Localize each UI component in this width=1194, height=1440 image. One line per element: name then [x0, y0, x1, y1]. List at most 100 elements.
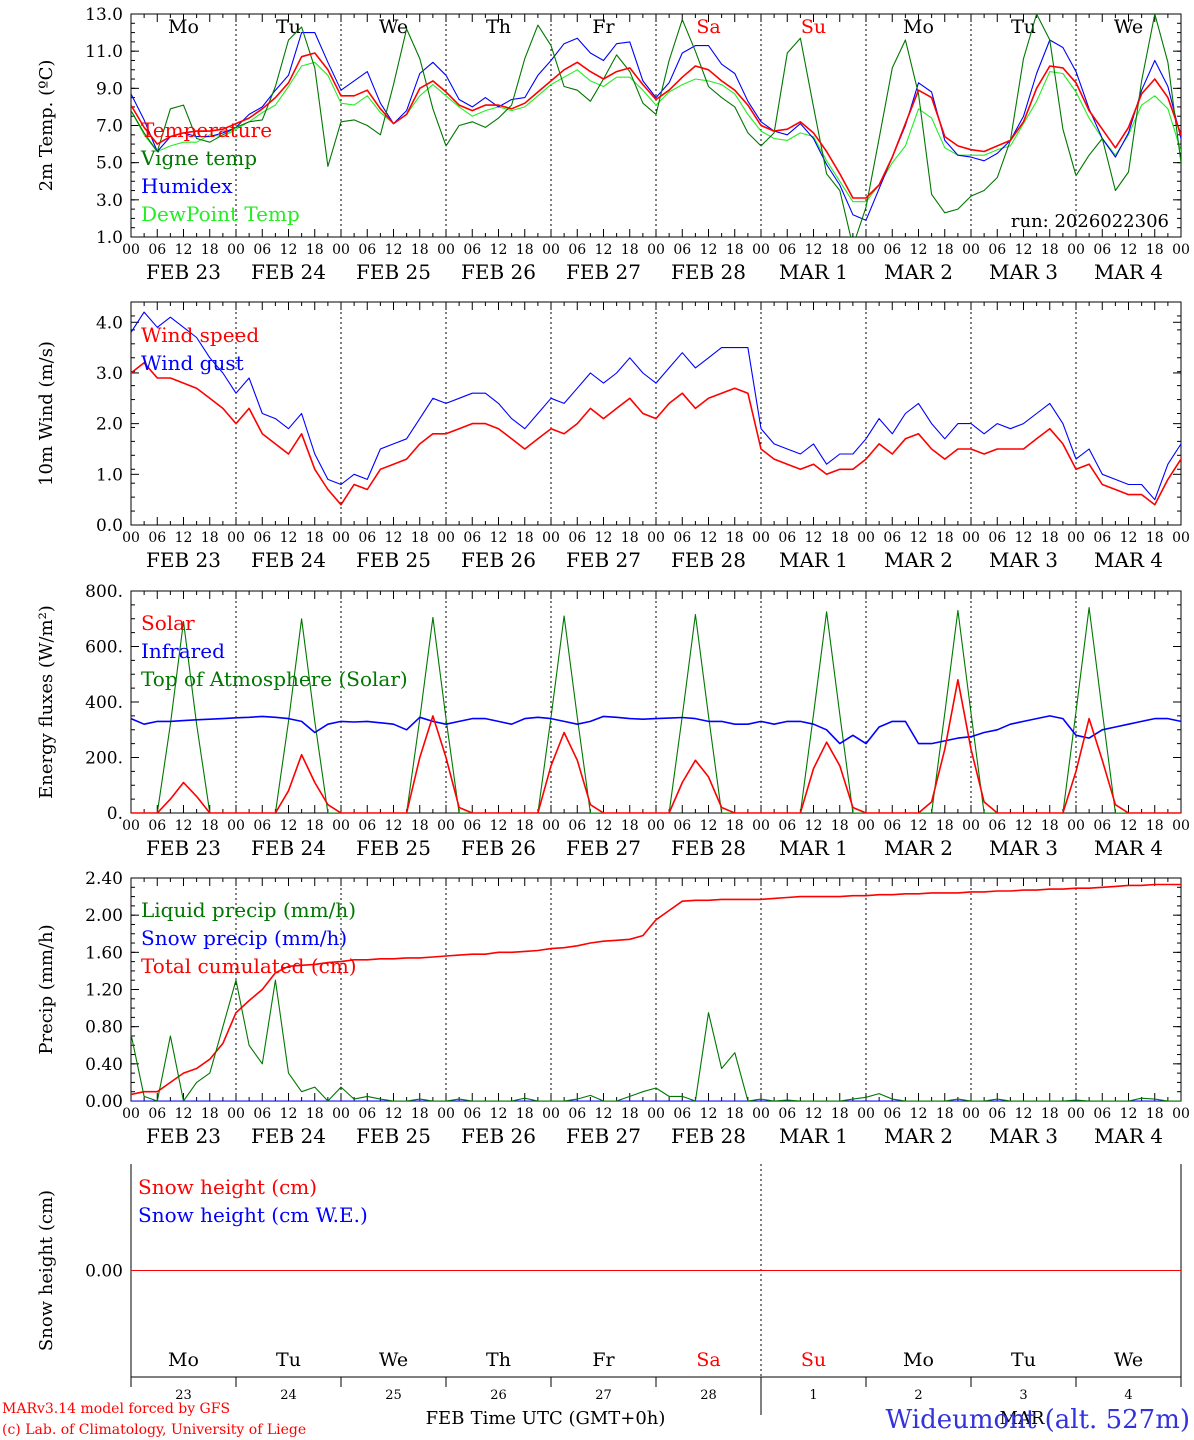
y-tick-label: 5.0 [96, 154, 123, 174]
x-date-label: FEB 25 [356, 260, 431, 284]
day-name-label: Mo [903, 16, 934, 38]
y-tick-label: 0.00 [85, 1092, 123, 1112]
x-hour-label: 12 [700, 818, 718, 834]
x-hour-label: 00 [752, 1106, 770, 1122]
x-hour-label: 06 [1093, 242, 1111, 258]
x-hour-label: 06 [988, 530, 1006, 546]
x-hour-label: 18 [201, 530, 219, 546]
x-hour-label: 06 [358, 1106, 376, 1122]
series-line [131, 52, 1181, 199]
x-hour-label: 06 [463, 242, 481, 258]
panel-3: 0. 200. 400. 600. 800. Energy fluxes (W/m²) 00… [36, 582, 1190, 860]
x-hour-label: 00 [962, 530, 980, 546]
x-hour-label: 12 [1015, 242, 1033, 258]
x-hour-label: 18 [936, 530, 954, 546]
x-hour-label: 12 [700, 242, 718, 258]
x-date-label: FEB 23 [146, 548, 221, 572]
station-label: Wideumont (alt. 527m) [886, 1405, 1190, 1435]
y-axis-title: 2m Temp. (ºC) [36, 60, 57, 192]
x-hour-label: 06 [1093, 530, 1111, 546]
x-hour-label: 18 [726, 818, 744, 834]
x-hour-label: 00 [122, 1106, 140, 1122]
x-day-number: 23 [175, 1388, 192, 1403]
x-hour-label: 00 [437, 242, 455, 258]
x-hour-label: 18 [516, 242, 534, 258]
y-tick-label: 0.00 [85, 1262, 123, 1282]
day-name-label: Mo [168, 16, 199, 38]
x-hour-label: 12 [1120, 818, 1138, 834]
x-hour-label: 00 [1067, 1106, 1085, 1122]
legend-entry: Temperature [141, 118, 272, 142]
x-hour-label: 00 [122, 242, 140, 258]
x-hour-label: 00 [227, 242, 245, 258]
day-name-label: We [1114, 1349, 1143, 1371]
x-hour-label: 18 [831, 242, 849, 258]
x-hour-label: 00 [332, 530, 350, 546]
day-name-label: Su [801, 1349, 826, 1371]
x-date-label: FEB 28 [671, 1124, 746, 1148]
x-hour-label: 00 [1172, 242, 1190, 258]
x-hour-label: 18 [516, 530, 534, 546]
x-hour-label: 06 [148, 818, 166, 834]
x-date-label: MAR 4 [1094, 1124, 1163, 1148]
x-day-number: 28 [700, 1388, 717, 1403]
y-axis-title: Snow height (cm) [36, 1190, 57, 1351]
day-name-label: Tu [1011, 1349, 1036, 1371]
x-day-number: 27 [595, 1388, 612, 1403]
x-hour-label: 06 [778, 530, 796, 546]
x-hour-label: 00 [332, 242, 350, 258]
x-date-label: MAR 1 [779, 548, 848, 572]
x-hour-label: 18 [726, 1106, 744, 1122]
x-hour-label: 00 [752, 530, 770, 546]
y-tick-label: 400. [85, 693, 123, 713]
x-hour-label: 12 [910, 530, 928, 546]
month-label-feb: FEB [426, 1408, 465, 1429]
series-line [131, 61, 1181, 203]
x-hour-label: 18 [726, 242, 744, 258]
x-hour-label: 12 [175, 242, 193, 258]
x-hour-label: 00 [332, 1106, 350, 1122]
x-hour-label: 06 [463, 530, 481, 546]
x-hour-label: 00 [437, 1106, 455, 1122]
x-hour-label: 18 [1041, 242, 1059, 258]
y-tick-label: 1.0 [96, 465, 123, 485]
x-hour-label: 12 [595, 818, 613, 834]
x-hour-label: 12 [385, 1106, 403, 1122]
x-hour-label: 18 [306, 1106, 324, 1122]
x-hour-label: 18 [411, 242, 429, 258]
x-hour-label: 12 [175, 1106, 193, 1122]
x-date-label: FEB 26 [461, 836, 536, 860]
x-hour-label: 00 [962, 1106, 980, 1122]
x-hour-label: 18 [1041, 530, 1059, 546]
x-hour-label: 12 [910, 818, 928, 834]
x-hour-label: 06 [358, 530, 376, 546]
y-tick-label: 0. [107, 804, 123, 824]
x-date-label: MAR 1 [779, 836, 848, 860]
series-group [131, 883, 1181, 1101]
y-axis-title: 10m Wind (m/s) [36, 341, 57, 486]
x-hour-label: 18 [411, 530, 429, 546]
series-line [131, 311, 1181, 501]
x-date-label: MAR 2 [884, 836, 953, 860]
day-name-label: Th [486, 16, 511, 38]
x-hour-label: 00 [647, 1106, 665, 1122]
day-name-label: Th [486, 1349, 511, 1371]
lab-credit: (c) Lab. of Climatology, University of L… [2, 1422, 306, 1438]
x-hour-label: 06 [1093, 818, 1111, 834]
x-hour-label: 12 [700, 1106, 718, 1122]
x-day-number: 26 [490, 1388, 507, 1403]
x-date-label: FEB 24 [251, 836, 326, 860]
x-hour-label: 18 [936, 1106, 954, 1122]
x-hour-label: 00 [752, 818, 770, 834]
x-hour-label: 06 [568, 818, 586, 834]
series-line [131, 607, 1181, 813]
x-hour-label: 00 [1067, 242, 1085, 258]
x-hour-label: 00 [1067, 818, 1085, 834]
x-hour-label: 18 [411, 1106, 429, 1122]
x-date-label: FEB 24 [251, 548, 326, 572]
legend-entry: Total cumulated (cm) [141, 954, 357, 978]
x-date-label: FEB 27 [566, 836, 641, 860]
series-line [131, 883, 1181, 1096]
x-hour-label: 12 [175, 530, 193, 546]
